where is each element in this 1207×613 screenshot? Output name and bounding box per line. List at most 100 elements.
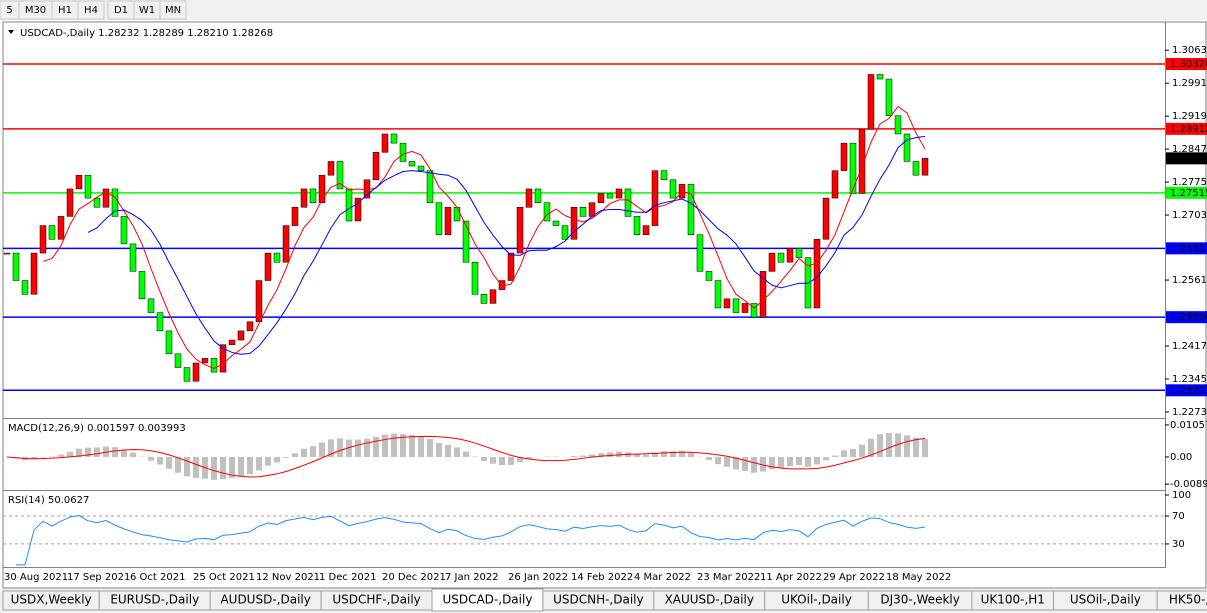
x-tick-label: 6 Oct 2021 <box>130 572 185 583</box>
timeframe-button[interactable]: D1 <box>107 0 135 20</box>
y-tick-label: 1.25610 <box>1172 275 1207 286</box>
symbol-tab[interactable]: EURUSD-,Daily <box>98 590 211 611</box>
candle <box>867 74 875 130</box>
candle <box>624 188 632 217</box>
macd-bar <box>661 451 667 457</box>
macd-bar <box>67 451 73 457</box>
y-tick-label: 1.22730 <box>1172 407 1207 418</box>
level-label-bg <box>1166 384 1207 397</box>
level-label: 1.23203 <box>1170 385 1207 396</box>
x-tick-label: 7 Jan 2022 <box>445 572 499 583</box>
y-tick-label: 70 <box>1172 511 1185 522</box>
macd-bar <box>166 456 172 469</box>
tab-label: DJ30-,Weekly <box>880 593 960 607</box>
candle <box>156 312 164 332</box>
macd-bar <box>805 456 811 467</box>
y-tick-label: 0.00 <box>1170 452 1192 463</box>
candle <box>39 225 47 254</box>
macd-bar <box>841 450 847 457</box>
x-tick-label: 14 Feb 2022 <box>571 572 633 583</box>
candle <box>615 188 623 199</box>
candle <box>633 216 641 235</box>
macd-bar <box>85 447 91 457</box>
symbol-tab[interactable]: UKOil-,Daily <box>764 590 869 611</box>
macd-bar <box>193 456 199 478</box>
level-label-bg <box>1166 58 1207 71</box>
timeframe-button[interactable]: MN <box>159 0 187 20</box>
candle <box>264 252 272 281</box>
candle <box>660 170 668 181</box>
candle <box>12 252 20 281</box>
button-label: MN <box>165 5 181 16</box>
candle <box>273 252 281 263</box>
macd-bar <box>913 437 919 457</box>
symbol-tab[interactable]: DJ30-,Weekly <box>867 590 973 611</box>
macd-bar <box>301 448 307 457</box>
last-price-label: 1.28268 <box>1170 153 1207 164</box>
x-tick-label: 4 Mar 2022 <box>634 572 691 583</box>
macd-bar <box>517 456 523 463</box>
candle <box>723 298 731 309</box>
candle <box>516 207 524 254</box>
candle <box>714 280 722 309</box>
candle <box>489 289 497 304</box>
macd-bar <box>382 434 388 457</box>
macd-bar <box>877 434 883 457</box>
candle <box>642 225 650 235</box>
candle <box>894 115 902 135</box>
tab-label: USDCHF-,Daily <box>332 593 420 607</box>
timeframe-button[interactable]: H1 <box>51 0 79 20</box>
timeframe-button[interactable]: H4 <box>77 0 105 20</box>
candle <box>732 298 740 313</box>
macd-bar <box>454 447 460 457</box>
x-tick-label: 20 Dec 2021 <box>382 572 446 583</box>
candle <box>903 133 911 162</box>
candle <box>84 174 92 199</box>
symbol-tab[interactable]: XAUUSD-,Daily <box>653 590 766 611</box>
moving-average <box>87 135 926 355</box>
candle <box>237 330 245 341</box>
tab-label: USDCAD-,Daily <box>442 593 532 607</box>
symbol-tab[interactable]: UK100-,H1 <box>971 590 1055 611</box>
macd-bar <box>814 456 820 465</box>
macd-bar <box>643 454 649 457</box>
candle <box>201 358 209 364</box>
candle <box>768 252 776 272</box>
symbol-tab[interactable]: USOil-,Daily <box>1053 590 1158 611</box>
candle <box>174 353 182 368</box>
x-tick-label: 30 Aug 2021 <box>4 572 68 583</box>
macd-bar <box>778 456 784 469</box>
x-tick-label: 25 Oct 2021 <box>193 572 255 583</box>
level-label-bg <box>1166 242 1207 255</box>
symbol-tab[interactable]: AUDUSD-,Daily <box>209 590 322 611</box>
level-label: 1.26303 <box>1170 243 1207 254</box>
symbol-tab[interactable]: USDCHF-,Daily <box>320 590 433 611</box>
candle <box>93 197 101 208</box>
candle <box>111 188 119 217</box>
candle <box>687 184 695 235</box>
symbol-tab[interactable]: USDCAD-,Daily <box>431 588 544 612</box>
x-tick-label: 11 Apr 2022 <box>760 572 822 583</box>
x-tick-label: 26 Jan 2022 <box>508 572 568 583</box>
macd-bar <box>310 446 316 457</box>
macd-bar <box>715 456 721 465</box>
x-tick-label: 18 May 2022 <box>886 572 951 583</box>
candle <box>210 358 218 373</box>
symbol-tab[interactable]: HK50-,I <box>1156 590 1207 611</box>
macd-bar <box>292 453 298 457</box>
level-label: 1.28912 <box>1170 124 1207 135</box>
candle <box>282 225 290 263</box>
macd-bar <box>904 435 910 457</box>
macd-bar <box>229 456 235 478</box>
macd-bar <box>58 454 64 457</box>
timeframe-button[interactable]: W1 <box>133 0 161 20</box>
candle <box>750 303 758 318</box>
macd-signal <box>6 435 926 478</box>
x-tick-label: 17 Sep 2021 <box>67 572 130 583</box>
symbol-tab[interactable]: USDX,Weekly <box>2 590 100 611</box>
symbol-tab[interactable]: USDCNH-,Daily <box>542 590 655 611</box>
timeframe-button[interactable]: 5 <box>0 0 20 20</box>
macd-bar <box>796 456 802 466</box>
macd-bar <box>751 456 757 473</box>
timeframe-button[interactable]: M30 <box>18 0 53 20</box>
